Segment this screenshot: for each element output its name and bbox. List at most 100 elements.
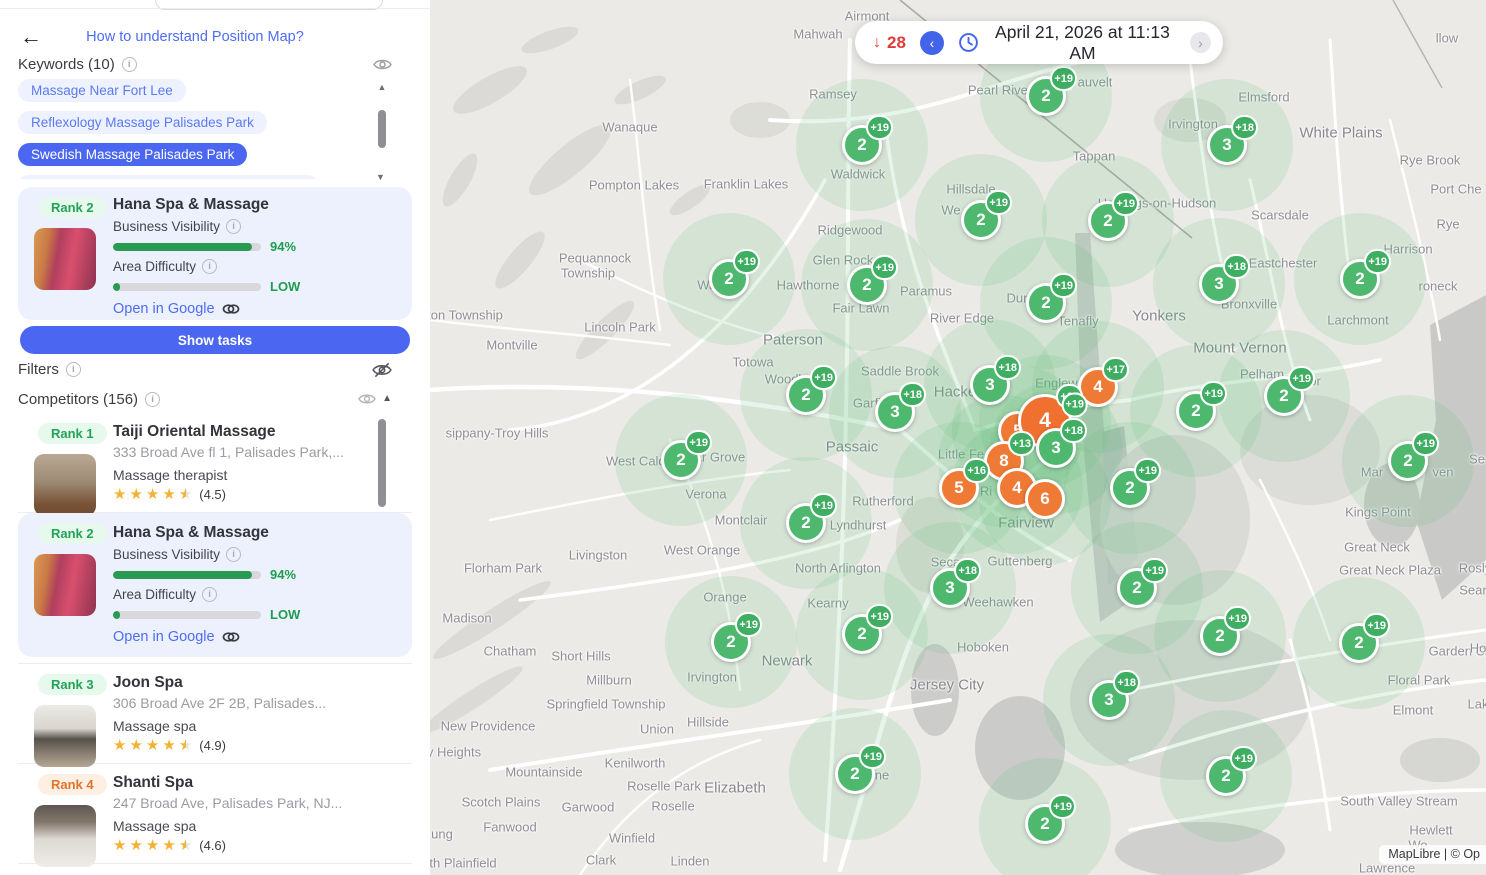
rank-change-badge: +19 — [1412, 431, 1439, 456]
map-rank-bubble[interactable]: 2 +19 — [1388, 431, 1439, 481]
visibility-value: 94% — [270, 567, 297, 582]
info-icon[interactable]: i — [202, 259, 218, 274]
scan-date[interactable]: April 21, 2026 at 11:13 AM — [995, 21, 1170, 63]
scroll-down-icon[interactable]: ▼ — [376, 172, 385, 182]
map-town-label: Irvington — [1168, 116, 1218, 132]
difficulty-value: LOW — [270, 607, 301, 622]
scrollbar-thumb[interactable] — [378, 419, 386, 507]
rank-number: 2 — [862, 275, 872, 294]
map-attribution[interactable]: MapLibre | © Op — [1379, 845, 1486, 864]
next-date-button[interactable]: › — [1190, 32, 1211, 53]
position-map[interactable]: Airmont Mahwah llow Ramsey Pearl River auvelt… — [430, 0, 1486, 875]
rank-change-badge: +19 — [1050, 66, 1077, 91]
map-rank-bubble[interactable]: 2 +19 — [1264, 366, 1315, 416]
map-rank-bubble[interactable]: 2 +19 — [711, 612, 762, 662]
map-town-label: ne — [874, 767, 890, 783]
map-rank-bubble[interactable]: 2 +19 — [1200, 606, 1251, 656]
map-rank-bubble[interactable]: 2 +19 — [1026, 273, 1077, 323]
keywords-visibility-toggle[interactable] — [373, 57, 392, 72]
map-rank-bubble[interactable]: 5 +16 — [939, 458, 990, 508]
map-rank-bubble[interactable]: 2 +19 — [1110, 458, 1161, 508]
map-rank-bubble[interactable]: 2 +19 — [1088, 191, 1139, 241]
rank-change-badge: +17 — [1102, 357, 1129, 382]
map-rank-bubble[interactable]: 2 +19 — [1339, 613, 1390, 663]
keywords-scrollbar[interactable]: ▲ ▼ — [376, 82, 388, 182]
map-rank-bubble[interactable]: 2 +19 — [786, 493, 837, 543]
keyword-chip[interactable]: Swedish Massage Palisades Park — [18, 143, 248, 166]
map-town-label: Ho — [1469, 640, 1486, 656]
history-button[interactable] — [958, 32, 979, 53]
info-icon[interactable]: i — [226, 219, 242, 234]
map-rank-bubble[interactable]: 2 +19 — [786, 365, 837, 415]
map-rank-bubble[interactable]: 2 +19 — [1206, 746, 1257, 796]
business-card[interactable]: Rank 2 Hana Spa & Massage Business Visib… — [18, 187, 412, 320]
info-icon[interactable]: i — [145, 392, 161, 407]
rank-change-badge: +19 — [985, 190, 1012, 215]
sidebar-header: ← How to understand Position Map? — [0, 24, 430, 52]
map-rank-bubble[interactable]: 2 +19 — [1340, 249, 1391, 299]
map-town-label: th Plainfield — [430, 855, 497, 871]
map-rank-bubble[interactable]: 2 +19 — [709, 249, 760, 299]
map-town-label: Lincoln Park — [584, 319, 656, 335]
difficulty-label-row: Area Difficulty i — [113, 259, 403, 274]
rank-number: 6 — [1040, 489, 1050, 508]
rank-change-badge: +19 — [685, 430, 712, 455]
competitor-card[interactable]: Rank 2 Hana Spa & Massage ★★★★★★ — [18, 513, 412, 657]
scrollbar-thumb[interactable] — [378, 110, 386, 148]
map-rank-bubble[interactable]: 2 +19 — [1025, 794, 1076, 844]
competitor-card[interactable]: Rank 1 Taiji Oriental Massage 333 Broad … — [18, 413, 412, 516]
map-rank-bubble[interactable]: 2 +19 — [1117, 558, 1168, 608]
map-town-label: Tenafly — [1057, 313, 1099, 329]
competitor-card[interactable]: Rank 4 Shanti Spa 247 Broad Ave, Palisad… — [18, 764, 412, 867]
map-rank-bubble[interactable]: 2 +19 — [835, 744, 886, 794]
map-town-label: New Providence — [440, 718, 536, 734]
map-rank-bubble[interactable]: 2 +19 — [847, 255, 898, 305]
keyword-chip-partial[interactable] — [18, 175, 318, 179]
open-in-google-link[interactable]: Open in Google — [113, 629, 403, 645]
map-rank-bubble[interactable]: 2 +19 — [1026, 66, 1077, 116]
map-town-label: Rosly — [1458, 560, 1486, 576]
eye-icon[interactable] — [358, 392, 376, 406]
competitor-name: Shanti Spa — [113, 774, 194, 791]
collapse-icon[interactable]: ▲ — [382, 393, 392, 404]
difficulty-value: LOW — [270, 279, 301, 294]
scroll-up-icon[interactable]: ▲ — [377, 82, 387, 92]
star-icon: ★ — [145, 837, 160, 854]
competitor-card[interactable]: Rank 3 Joon Spa 306 Broad Ave 2F 2B, Pal… — [18, 664, 412, 767]
visibility-label-row: Business Visibility i — [113, 219, 403, 234]
map-rank-bubble[interactable]: 3 +18 — [970, 355, 1021, 405]
keyword-chip[interactable]: Massage Near Fort Lee — [18, 79, 186, 102]
open-in-google-link[interactable]: Open in Google — [113, 301, 403, 317]
map-rank-bubble[interactable]: 3 +18 — [1199, 254, 1250, 304]
info-icon[interactable]: i — [65, 362, 81, 377]
map-rank-bubble[interactable]: 2 +19 — [661, 430, 712, 480]
info-icon[interactable]: i — [202, 587, 218, 602]
info-icon[interactable]: i — [226, 547, 242, 562]
star-icon: ★ — [113, 737, 127, 754]
map-rank-bubble[interactable]: 3 +18 — [1036, 418, 1087, 468]
show-tasks-button[interactable]: Show tasks — [20, 326, 410, 354]
info-icon[interactable]: i — [121, 57, 137, 72]
map-rank-bubble[interactable]: 6 — [1025, 479, 1065, 519]
map-rank-bubble[interactable]: 2 +19 — [961, 190, 1012, 240]
help-link[interactable]: How to understand Position Map? — [86, 29, 304, 45]
map-town-label: Little Fe — [937, 446, 985, 462]
filters-visibility-toggle[interactable] — [372, 362, 392, 378]
map-town-label: Garwood — [561, 799, 615, 815]
map-town-label: River Edge — [929, 310, 995, 326]
keyword-chip[interactable]: Reflexology Massage Palisades Park — [18, 111, 267, 134]
map-rank-bubble[interactable]: 2 +19 — [842, 115, 893, 165]
map-rank-bubble[interactable]: 2 +19 — [1176, 381, 1227, 431]
prev-date-button[interactable]: ‹ — [919, 30, 944, 55]
rank-drop-arrow-icon: ↓ — [873, 33, 881, 51]
open-in-google-label: Open in Google — [113, 629, 215, 645]
competitor-body: Shanti Spa 247 Broad Ave, Palisades Park… — [113, 772, 403, 853]
map-rank-bubble[interactable]: 3 +18 — [1089, 670, 1140, 720]
map-rank-bubble[interactable]: 3 +18 — [930, 558, 981, 608]
map-rank-bubble[interactable]: 2 +19 — [842, 604, 893, 654]
map-town-label: Totowa — [732, 354, 774, 370]
difficulty-bar-track — [113, 282, 261, 291]
map-rank-bubble[interactable]: 3 +18 — [875, 382, 926, 432]
back-arrow-icon[interactable]: ← — [20, 24, 42, 49]
map-rank-bubble[interactable]: 3 +18 — [1207, 115, 1258, 165]
